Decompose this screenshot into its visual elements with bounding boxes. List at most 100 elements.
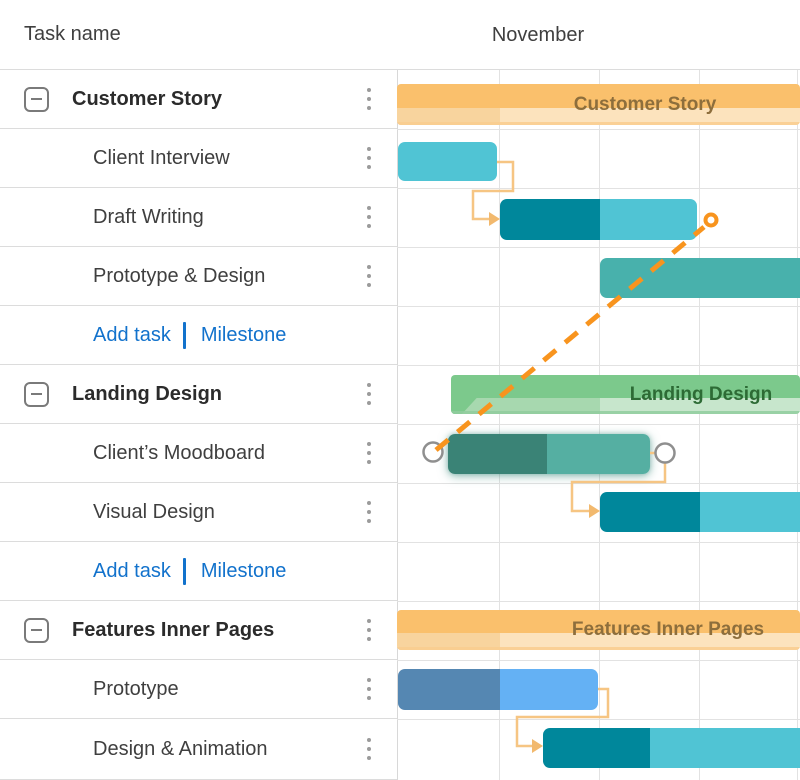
collapse-button[interactable]	[24, 617, 49, 643]
group-bar-label: Landing Design	[629, 384, 773, 405]
task-bar-prototype[interactable]	[398, 669, 598, 710]
task-row-prototype[interactable]: Prototype	[0, 660, 397, 719]
row-divider-line	[397, 188, 800, 189]
group-task-label: Landing Design	[72, 382, 222, 405]
gridline	[699, 70, 700, 780]
task-row-customer-story[interactable]: Customer Story	[0, 70, 397, 129]
task-row-features-inner-pages[interactable]: Features Inner Pages	[0, 601, 397, 660]
task-bar-prototype-design[interactable]	[600, 258, 800, 298]
task-bar-segment	[600, 258, 800, 298]
group-bar-bottom	[397, 107, 800, 125]
task-row-visual-design[interactable]: Visual Design	[0, 483, 397, 542]
task-list-panel: Task name Customer Story Client Interview…	[0, 0, 397, 780]
add-task-link[interactable]: Add task	[93, 559, 171, 582]
drag-link-endpoint[interactable]	[703, 212, 719, 228]
gridline	[599, 70, 600, 780]
group-bar-edge	[397, 647, 800, 650]
minus-icon	[31, 98, 42, 100]
row-divider-line	[397, 129, 800, 130]
task-bar-segment	[700, 492, 800, 532]
timeline-header: November	[397, 0, 800, 70]
group-bar-progress	[397, 633, 500, 650]
group-bar-top	[397, 84, 800, 108]
bar-drag-handle[interactable]	[654, 442, 676, 464]
group-bar-label: Customer Story	[573, 94, 717, 115]
group-bar-bottom	[397, 633, 800, 650]
link-divider	[182, 321, 186, 349]
task-bar-segment	[500, 669, 598, 710]
task-label: Draft Writing	[93, 205, 204, 228]
row-divider-line	[397, 601, 800, 602]
task-bar-segment	[600, 199, 697, 240]
month-header-label: November	[491, 23, 585, 46]
gridline	[797, 70, 798, 780]
task-bar-visual-design[interactable]	[600, 492, 800, 532]
row-divider-line	[397, 365, 800, 366]
task-label: Client’s Moodboard	[93, 441, 265, 464]
task-bar-segment	[650, 728, 800, 768]
task-row-design-animation[interactable]: Design & Animation	[0, 719, 397, 780]
row-menu-icon[interactable]	[363, 497, 375, 527]
task-label: Design & Animation	[93, 737, 268, 760]
task-bar-segment	[600, 492, 700, 532]
summary-bar-customer-story[interactable]: Customer Story	[397, 84, 800, 125]
row-menu-icon[interactable]	[363, 261, 375, 291]
task-bar-segment	[398, 142, 497, 181]
task-label: Prototype & Design	[93, 264, 266, 287]
task-label: Prototype	[93, 677, 179, 700]
row-menu-icon[interactable]	[363, 84, 375, 114]
task-name-column-header: Task name	[24, 23, 121, 45]
gantt-chart-panel: November Customer Story Landing Design Fea…	[397, 0, 800, 780]
add-milestone-link[interactable]: Milestone	[200, 323, 287, 346]
task-row-clients-moodboard[interactable]: Client’s Moodboard	[0, 424, 397, 483]
row-divider-line	[397, 306, 800, 307]
minus-icon	[31, 393, 42, 395]
task-list: Customer Story Client Interview Draft Writ…	[0, 70, 397, 780]
group-task-label: Customer Story	[72, 87, 223, 110]
task-row-prototype-design[interactable]: Prototype & Design	[0, 247, 397, 306]
row-menu-icon[interactable]	[363, 734, 375, 764]
dependency-arrowhead	[532, 739, 543, 753]
task-list-header: Task name	[0, 0, 397, 70]
task-row-add-links-1: Add task Milestone	[0, 306, 397, 365]
collapse-button[interactable]	[24, 86, 49, 112]
minus-icon	[31, 629, 42, 631]
task-row-add-links-2: Add task Milestone	[0, 542, 397, 601]
row-divider-line	[397, 719, 800, 720]
link-divider	[182, 557, 186, 585]
task-bar-segment	[398, 669, 500, 710]
task-bar-segment	[543, 728, 650, 768]
task-row-draft-writing[interactable]: Draft Writing	[0, 188, 397, 247]
task-bar-design-animation[interactable]	[543, 728, 800, 768]
task-bar-clients-moodboard[interactable]	[448, 434, 650, 474]
row-divider-line	[397, 424, 800, 425]
row-menu-icon[interactable]	[363, 438, 375, 468]
add-task-link[interactable]: Add task	[93, 323, 171, 346]
add-milestone-link[interactable]: Milestone	[200, 559, 287, 582]
row-menu-icon[interactable]	[363, 202, 375, 232]
task-bar-segment	[547, 434, 650, 474]
row-divider-line	[397, 542, 800, 543]
row-menu-icon[interactable]	[363, 615, 375, 645]
row-menu-icon[interactable]	[363, 379, 375, 409]
task-bar-client-interview[interactable]	[398, 142, 497, 181]
gridline	[397, 70, 398, 780]
group-bar-top	[397, 610, 800, 634]
row-menu-icon[interactable]	[363, 674, 375, 704]
group-bar-edge	[397, 122, 800, 125]
group-bar-label: Features Inner Pages	[571, 619, 765, 640]
task-bar-draft-writing[interactable]	[500, 199, 697, 240]
row-menu-icon[interactable]	[363, 143, 375, 173]
task-label: Visual Design	[93, 500, 215, 523]
row-divider-line	[397, 247, 800, 248]
collapse-button[interactable]	[24, 381, 49, 407]
row-divider-line	[397, 483, 800, 484]
task-label: Client Interview	[93, 146, 230, 169]
bar-drag-handle[interactable]	[422, 441, 444, 463]
group-bar-progress	[397, 107, 500, 125]
task-row-landing-design[interactable]: Landing Design	[0, 365, 397, 424]
task-row-client-interview[interactable]: Client Interview	[0, 129, 397, 188]
summary-bar-features-inner-pages[interactable]: Features Inner Pages	[397, 610, 800, 650]
summary-bar-landing-design[interactable]: Landing Design	[451, 375, 800, 414]
